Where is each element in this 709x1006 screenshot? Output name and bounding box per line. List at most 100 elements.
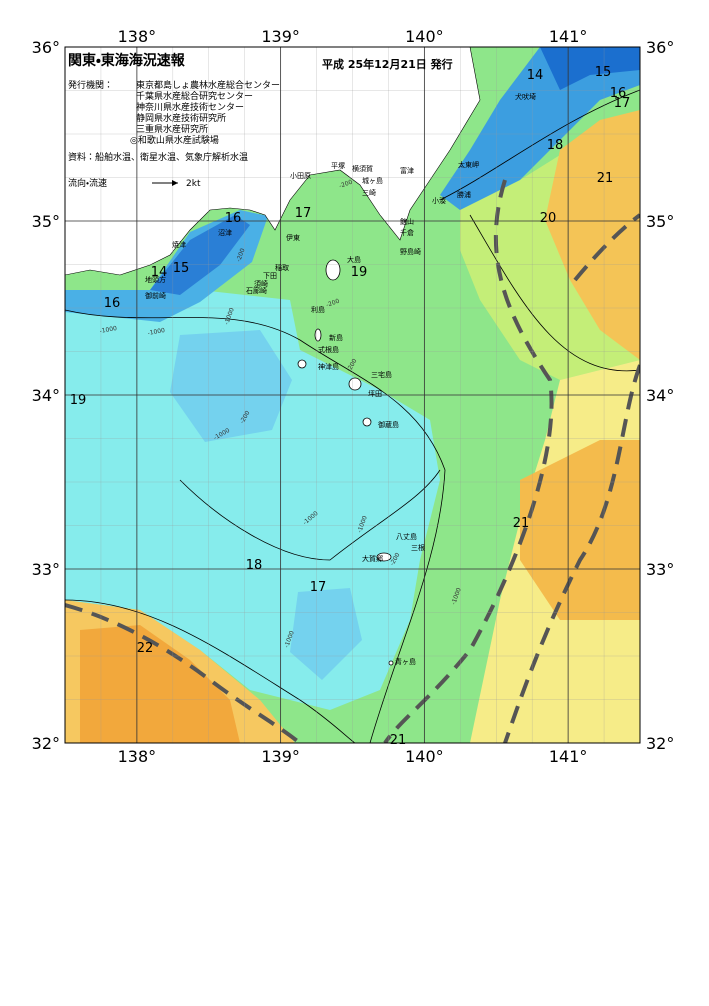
isotherm-label: 20 xyxy=(540,211,557,226)
kuroshio-path xyxy=(65,603,302,743)
isotherms xyxy=(65,89,640,743)
place-name: 稲取 xyxy=(275,263,289,272)
island xyxy=(388,660,394,666)
longitude-label: 140° xyxy=(405,747,444,766)
place-name: 三宅島 xyxy=(371,370,392,379)
island xyxy=(297,359,307,369)
water-dark-blue xyxy=(150,215,250,295)
water-light-blue xyxy=(290,588,362,680)
depth-label: -1000 xyxy=(99,325,118,335)
place-name: 小田原 xyxy=(290,171,311,180)
sea-surface-temperature xyxy=(65,47,640,743)
depth-label: -1000 xyxy=(147,327,166,337)
place-name: 下田 xyxy=(263,272,277,280)
current-unit: 2kt xyxy=(186,179,201,189)
isotherm-label: 15 xyxy=(173,261,190,276)
latitude-label: 35° xyxy=(646,212,674,231)
grid xyxy=(65,47,640,743)
place-name: 地頭方 xyxy=(145,275,166,284)
isotherm xyxy=(469,214,640,372)
isotherm xyxy=(65,599,356,743)
isotherm-label: 21 xyxy=(513,516,530,531)
place-name: 三根 xyxy=(411,543,425,552)
isotherm-label: 16 xyxy=(225,211,242,226)
place-name: 野島崎 xyxy=(400,247,421,256)
place-name: 犬吠埼 xyxy=(515,92,536,101)
place-name: 三崎 xyxy=(362,188,376,197)
latitude-label: 32° xyxy=(32,734,60,753)
water-dark-blue xyxy=(540,47,640,90)
publisher-list: 東京都島しょ農林水産総合センター千葉県水産総合研究センター神奈川県水産技術センタ… xyxy=(130,79,280,146)
place-name: 新島 xyxy=(329,333,343,342)
latitude-label: 36° xyxy=(32,38,60,57)
place-name: 大賀郷 xyxy=(362,554,383,563)
isotherm-label: 18 xyxy=(246,558,263,573)
water-orange xyxy=(545,110,640,360)
place-name: 八丈島 xyxy=(396,532,417,541)
place-name: 伊東 xyxy=(286,233,300,242)
sources: 資料：船舶水温、衛星水温、気象庁解析水温 xyxy=(68,151,248,163)
island xyxy=(314,328,322,342)
isotherm-label: 22 xyxy=(137,641,154,656)
publisher: 東京都島しょ農林水産総合センター xyxy=(136,79,280,91)
isotherm-label: 16 xyxy=(104,296,121,311)
island xyxy=(362,417,372,427)
isotherm-label: 16 xyxy=(610,86,627,101)
isotherm xyxy=(179,469,441,561)
water-light-blue xyxy=(170,330,292,442)
place-name: 横須賀 xyxy=(352,164,373,173)
isotherm-label: 17 xyxy=(295,206,312,221)
place-name: 小湊 xyxy=(432,196,446,205)
publisher-label: 発行機関： xyxy=(68,79,113,91)
isotherm-label: 19 xyxy=(70,393,87,408)
place-name: 大島 xyxy=(347,255,361,264)
latitude-label: 34° xyxy=(32,386,60,405)
publisher: 静岡県水産技術研究所 xyxy=(136,112,226,124)
longitude-label: 139° xyxy=(261,747,300,766)
longitude-label: 140° xyxy=(405,27,444,46)
isotherm-label: 17 xyxy=(310,580,327,595)
isotherm-label: 18 xyxy=(547,138,564,153)
place-name: 式根島 xyxy=(318,345,339,354)
island xyxy=(348,377,362,391)
water-dark-orange xyxy=(80,625,240,743)
current-legend: 流向・流速 xyxy=(68,177,107,189)
place-name: 焼津 xyxy=(172,240,186,249)
longitude-label: 141° xyxy=(549,27,588,46)
current-arrowhead xyxy=(172,180,178,186)
land xyxy=(65,47,481,276)
place-name: 神津島 xyxy=(318,362,339,371)
depth-label: -200 xyxy=(325,298,340,309)
place-name: 坪田 xyxy=(368,390,382,398)
place-name: 館山 xyxy=(400,217,414,226)
publisher: 三重県水産研究所 xyxy=(136,123,208,135)
kuroshio-path xyxy=(503,364,640,743)
latitude-label: 32° xyxy=(646,734,674,753)
isotherm-label: 21 xyxy=(390,733,407,748)
place-name: 勝浦 xyxy=(457,190,471,199)
longitude-label: 139° xyxy=(261,27,300,46)
publisher: ◎和歌山県水産試験場 xyxy=(130,134,219,146)
island xyxy=(325,259,341,281)
kuroshio-path xyxy=(573,213,640,282)
place-name: 利島 xyxy=(311,305,325,314)
isotherm-label: 19 xyxy=(351,265,368,280)
isotherm xyxy=(65,309,446,743)
place-name: 石廊崎 xyxy=(246,286,267,295)
issue-date: 平成 25年12月21日 発行 xyxy=(322,57,453,71)
isotherm-label: 21 xyxy=(597,171,614,186)
longitude-label: 138° xyxy=(118,747,157,766)
kuroshio-path xyxy=(383,179,554,743)
depth-label: -200 xyxy=(338,179,353,190)
place-name: 平塚 xyxy=(331,161,345,170)
map-frame xyxy=(64,46,641,744)
place-name: 御前崎 xyxy=(145,291,166,300)
isotherm-label: 15 xyxy=(595,65,612,80)
place-name: 千倉 xyxy=(400,228,414,237)
island xyxy=(376,552,392,562)
isotherm xyxy=(439,89,640,201)
isotherm-label: 14 xyxy=(151,265,168,280)
latitude-label: 33° xyxy=(646,560,674,579)
